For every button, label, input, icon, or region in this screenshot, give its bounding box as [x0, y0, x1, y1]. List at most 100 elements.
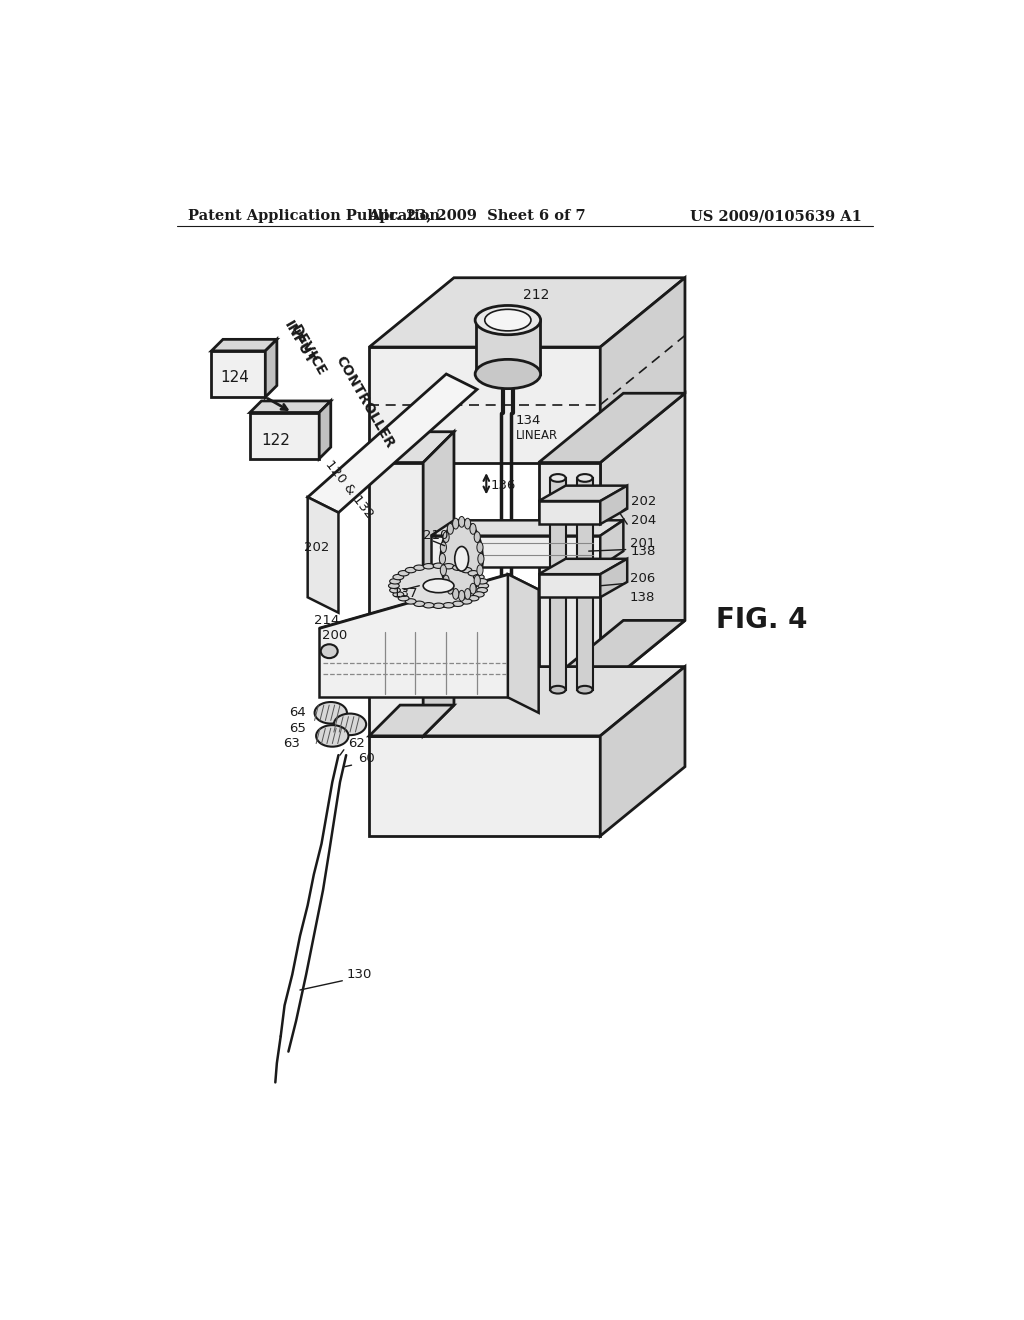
- Ellipse shape: [447, 583, 454, 594]
- Ellipse shape: [477, 543, 483, 553]
- Ellipse shape: [433, 564, 444, 569]
- Polygon shape: [600, 393, 685, 689]
- Polygon shape: [539, 502, 600, 524]
- Ellipse shape: [316, 725, 348, 747]
- Polygon shape: [475, 321, 541, 374]
- Text: Patent Application Publication: Patent Application Publication: [188, 209, 440, 223]
- Polygon shape: [539, 462, 600, 689]
- Text: 200: 200: [322, 630, 347, 643]
- Ellipse shape: [470, 524, 476, 535]
- Ellipse shape: [393, 574, 403, 579]
- Ellipse shape: [578, 686, 593, 693]
- Text: 138: 138: [631, 545, 656, 557]
- Text: Apr. 23, 2009  Sheet 6 of 7: Apr. 23, 2009 Sheet 6 of 7: [369, 209, 586, 223]
- Ellipse shape: [470, 583, 476, 594]
- Text: LINEAR: LINEAR: [515, 429, 558, 442]
- Ellipse shape: [453, 589, 459, 599]
- Text: 134: 134: [515, 413, 541, 426]
- Text: 63: 63: [283, 737, 300, 750]
- Polygon shape: [539, 393, 685, 462]
- Ellipse shape: [406, 599, 416, 605]
- Polygon shape: [600, 277, 685, 462]
- Ellipse shape: [440, 520, 483, 598]
- Ellipse shape: [433, 603, 444, 609]
- Text: 201: 201: [630, 537, 655, 550]
- Ellipse shape: [398, 570, 409, 576]
- Text: 202: 202: [304, 541, 329, 554]
- Text: INPUT: INPUT: [282, 319, 317, 367]
- Text: 65: 65: [289, 722, 306, 735]
- Ellipse shape: [475, 305, 541, 335]
- Ellipse shape: [453, 519, 459, 529]
- Polygon shape: [370, 667, 685, 737]
- Ellipse shape: [443, 532, 450, 543]
- Text: 64: 64: [290, 706, 306, 719]
- Ellipse shape: [468, 570, 479, 576]
- Ellipse shape: [392, 565, 484, 607]
- Ellipse shape: [473, 574, 484, 579]
- Text: US 2009/0105639 A1: US 2009/0105639 A1: [690, 209, 862, 223]
- Polygon shape: [211, 351, 265, 397]
- Ellipse shape: [474, 576, 480, 586]
- Text: 136: 136: [490, 479, 515, 492]
- Polygon shape: [250, 401, 331, 412]
- Polygon shape: [250, 412, 319, 459]
- Text: DEVICE: DEVICE: [289, 323, 329, 379]
- Polygon shape: [370, 462, 423, 737]
- Polygon shape: [600, 486, 628, 524]
- Ellipse shape: [443, 602, 454, 609]
- Polygon shape: [431, 520, 624, 536]
- Ellipse shape: [453, 601, 463, 606]
- Text: 60: 60: [357, 752, 375, 766]
- Ellipse shape: [389, 587, 400, 593]
- Ellipse shape: [477, 565, 483, 576]
- Polygon shape: [550, 478, 565, 689]
- Ellipse shape: [478, 583, 488, 589]
- Ellipse shape: [550, 474, 565, 482]
- Ellipse shape: [443, 564, 454, 569]
- Ellipse shape: [443, 576, 450, 586]
- Ellipse shape: [477, 587, 487, 593]
- Text: 202: 202: [631, 495, 656, 508]
- Ellipse shape: [406, 568, 416, 573]
- Ellipse shape: [440, 565, 446, 576]
- Polygon shape: [265, 339, 276, 397]
- Ellipse shape: [393, 591, 403, 597]
- Ellipse shape: [447, 524, 454, 535]
- Polygon shape: [539, 574, 600, 598]
- Ellipse shape: [455, 546, 469, 572]
- Text: 120 & 132: 120 & 132: [323, 458, 376, 521]
- Polygon shape: [370, 705, 454, 737]
- Ellipse shape: [423, 602, 434, 609]
- Polygon shape: [370, 347, 600, 462]
- Text: 210: 210: [423, 529, 449, 543]
- Ellipse shape: [389, 578, 400, 583]
- Polygon shape: [578, 478, 593, 689]
- Ellipse shape: [459, 516, 465, 527]
- Text: 204: 204: [631, 513, 656, 527]
- Polygon shape: [211, 339, 276, 351]
- Polygon shape: [600, 667, 685, 836]
- Ellipse shape: [423, 564, 434, 569]
- Ellipse shape: [334, 714, 367, 735]
- Polygon shape: [319, 401, 331, 459]
- Polygon shape: [307, 374, 477, 512]
- Polygon shape: [319, 574, 539, 644]
- Ellipse shape: [550, 686, 565, 693]
- Polygon shape: [508, 574, 539, 713]
- Ellipse shape: [465, 589, 471, 599]
- Polygon shape: [370, 277, 685, 347]
- Polygon shape: [539, 486, 628, 502]
- Ellipse shape: [468, 595, 479, 601]
- Ellipse shape: [459, 590, 465, 601]
- Ellipse shape: [461, 599, 472, 605]
- Ellipse shape: [453, 565, 463, 570]
- Text: 212: 212: [523, 289, 550, 302]
- Ellipse shape: [475, 359, 541, 388]
- Text: 138: 138: [630, 591, 655, 603]
- Polygon shape: [539, 620, 685, 689]
- Polygon shape: [423, 432, 454, 737]
- Text: CONTROLLER: CONTROLLER: [333, 354, 397, 450]
- Ellipse shape: [484, 309, 531, 331]
- Polygon shape: [307, 498, 339, 612]
